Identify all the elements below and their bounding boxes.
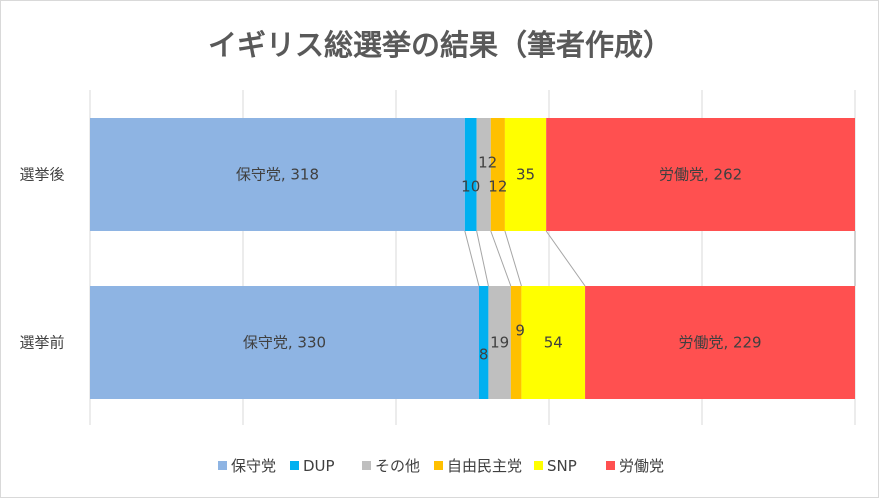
category-label: 選挙前 — [19, 334, 64, 352]
bar-segment — [546, 118, 855, 231]
series-line — [490, 230, 512, 287]
legend-swatch — [290, 461, 299, 470]
bar-segment — [476, 118, 491, 231]
bars — [90, 118, 855, 399]
data-label: 12 — [488, 178, 507, 196]
data-label: 保守党, 318 — [236, 166, 319, 184]
data-label: 10 — [461, 178, 480, 196]
series-line — [545, 230, 586, 287]
data-label: 労働党, 229 — [678, 334, 761, 352]
bar-segment — [510, 286, 522, 399]
bar-segment — [478, 286, 489, 399]
data-label: 労働党, 262 — [659, 166, 742, 184]
bar-segment — [521, 286, 586, 399]
series-lines — [464, 230, 856, 287]
legend-label: SNP — [547, 457, 577, 475]
data-label: 9 — [515, 322, 525, 340]
bar-segment — [504, 118, 547, 231]
data-label: 12 — [478, 154, 497, 172]
legend-label: 保守党 — [231, 457, 276, 475]
legend-swatch — [534, 461, 543, 470]
data-label: 54 — [544, 334, 563, 352]
category-label: 選挙後 — [19, 166, 64, 184]
bar-segment — [490, 118, 505, 231]
data-labels: 保守党, 318 10 12 12 35 労働党, 262 保守党, 330 819 9 54 労働… — [236, 154, 762, 364]
bar-segment — [90, 286, 479, 399]
bar-segment — [488, 286, 511, 399]
legend-swatch — [362, 461, 371, 470]
series-line — [476, 230, 489, 287]
data-label: 19 — [490, 334, 509, 352]
bar-segment — [90, 118, 465, 231]
data-label: 35 — [516, 166, 535, 184]
bar-segment — [585, 286, 855, 399]
data-label: 保守党, 330 — [243, 334, 326, 352]
legend-label: 自由民主党 — [447, 457, 522, 475]
legend-label: DUP — [303, 457, 335, 475]
data-label: 8 — [479, 346, 489, 364]
legend-label: その他 — [375, 457, 420, 475]
series-line — [504, 230, 522, 287]
legend: 保守党 DUP その他 自由民主党 SNP 労働党 — [218, 457, 664, 475]
legend-label: 労働党 — [619, 457, 664, 475]
legend-swatch — [606, 461, 615, 470]
series-line — [464, 230, 480, 287]
legend-swatch — [218, 461, 227, 470]
legend-swatch — [434, 461, 443, 470]
bar-segment — [464, 118, 477, 231]
chart-title: イギリス総選挙の結果（筆者作成） — [208, 28, 672, 62]
